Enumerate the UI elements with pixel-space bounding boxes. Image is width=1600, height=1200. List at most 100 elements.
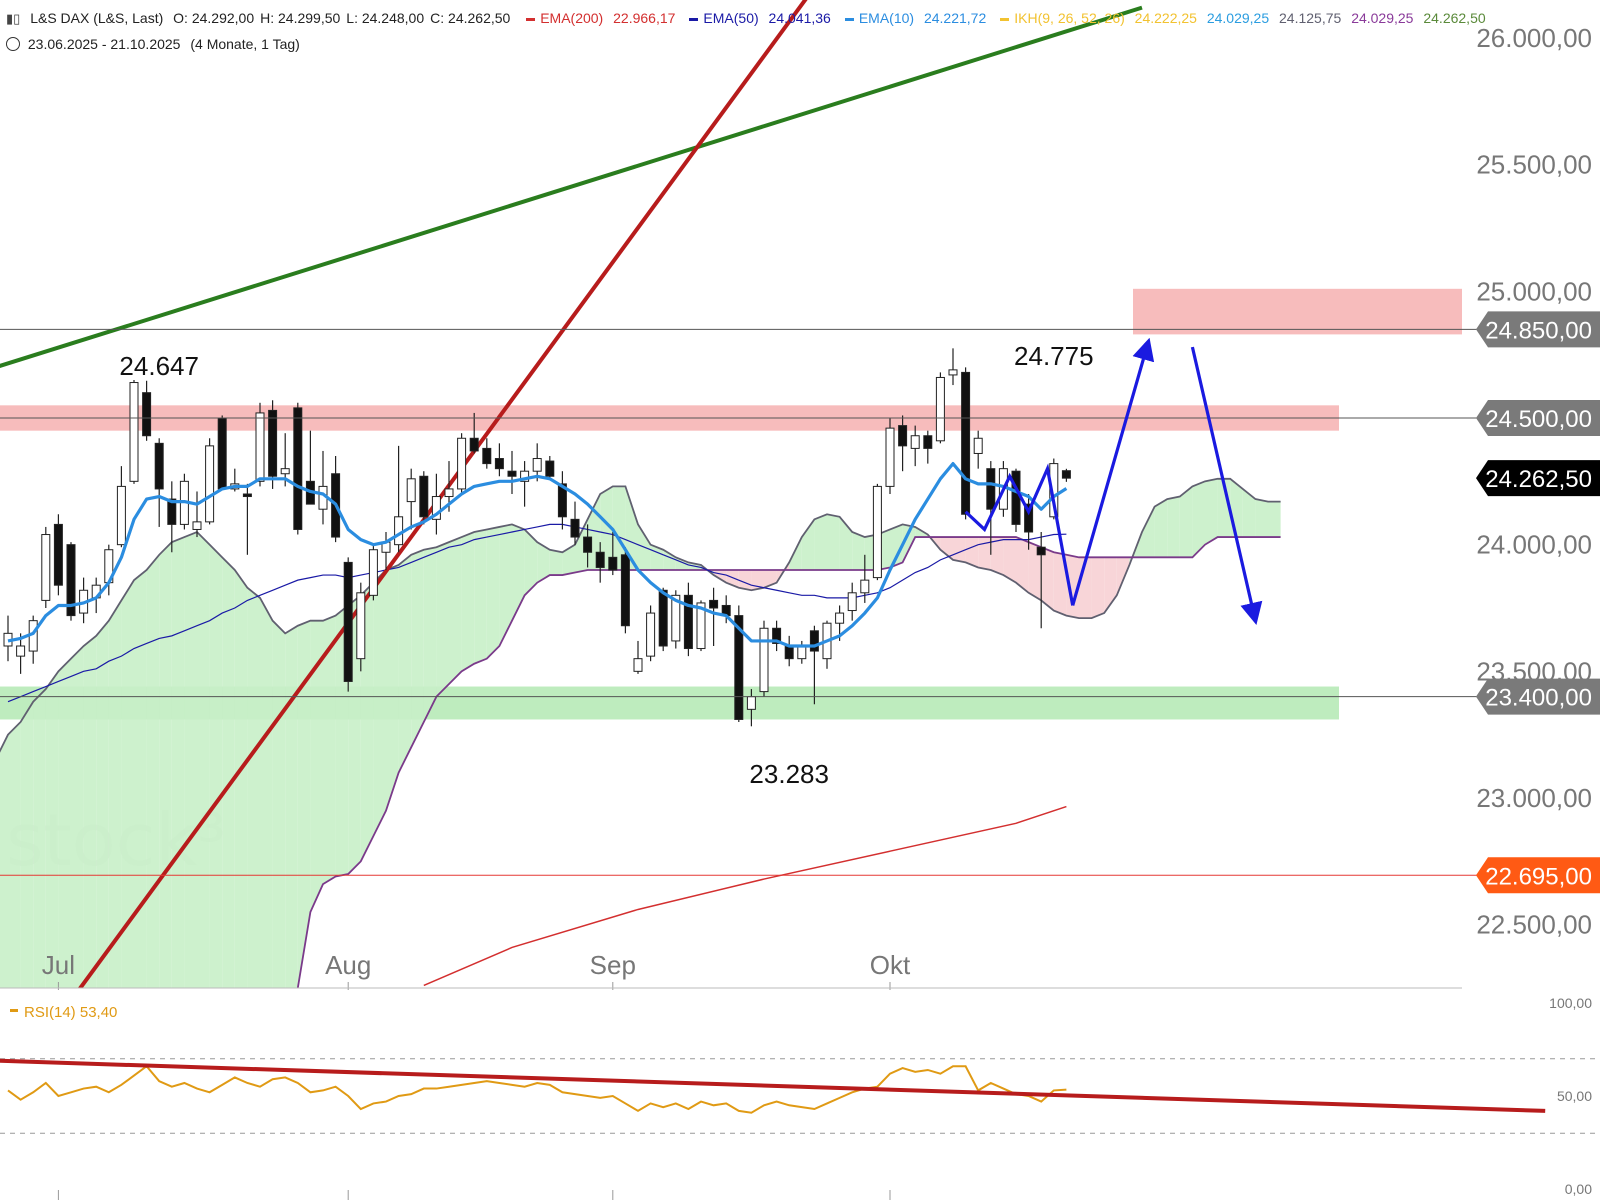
candle [759,620,769,697]
candle [683,582,693,657]
ichimoku-cloud-segment [663,549,676,570]
ichimoku-cloud-segment [575,519,588,573]
candle-body [192,521,202,530]
ichimoku-cloud-segment [8,722,21,988]
candle [205,438,215,525]
candle [961,367,971,520]
ichimoku-cloud-segment [1066,554,1079,619]
ichimoku-cloud-segment [549,549,563,576]
candle-body [142,392,152,437]
y-axis-tick-label: 24.000,00 [1476,530,1592,560]
candle-body [646,612,656,657]
candle-body [545,460,555,477]
candle-body [557,483,567,518]
candle-body [205,445,215,523]
rsi-legend: RSI(14) 53,40 [24,1004,117,1021]
candle [192,491,202,538]
y-axis-tick-label: 22.500,00 [1476,910,1592,940]
candle-body [986,468,996,510]
ichimoku-cloud-segment [297,620,311,988]
header-row-2: 23.06.2025 - 21.10.2025 (4 Monate, 1 Tag… [6,36,306,52]
candle-body [608,556,618,571]
candle-body [217,417,227,490]
candle [986,461,996,555]
ichimoku-cloud-segment [134,570,147,988]
candle-body [746,696,756,710]
period-label: (4 Monate, 1 Tag) [190,36,300,52]
rsi-legend-value: 53,40 [80,1004,118,1021]
ichimoku-cloud-segment [990,537,1004,576]
candle [1036,532,1046,629]
rsi-axis-tick-label: 50,00 [1557,1088,1592,1104]
candle-body [1049,463,1059,518]
ichimoku-cloud-segment [234,570,248,988]
candle-body [935,376,945,442]
price-tag-label: 23.400,00 [1485,685,1592,712]
ichimoku-cloud-segment [600,486,613,570]
candle [343,557,353,692]
instrument-name: L&S DAX (L&S, Last) [30,10,164,26]
candle [482,438,492,469]
ichimoku-cloud-segment [612,486,626,570]
legend-swatch [526,17,536,21]
candle-body [1036,546,1046,556]
ichimoku-cloud-segment [20,701,34,988]
candle-body [66,544,76,617]
ichimoku-cloud-segment [96,620,109,988]
x-axis-month-label: Aug [325,950,371,980]
ema10-line [7,462,1068,648]
ichimoku-cloud-segment [776,562,790,583]
indicator-legend-item[interactable]: EMA(50) 24.041,36 [689,10,836,26]
candle-body [167,498,177,525]
ichimoku-cloud-segment [222,557,235,988]
ichimoku-cloud-segment [839,516,853,570]
candle-body [973,437,983,454]
candle-body [885,427,895,487]
candle-body [620,554,630,627]
ichimoku-cloud-segment [209,544,223,988]
candle-body [835,612,845,624]
candle-body [633,658,643,672]
candle-body [658,589,668,647]
indicator-legend[interactable]: EMA(200) 22.966,17 EMA(50) 24.041,36 EMA(1… [526,10,1497,26]
indicator-legend-item[interactable]: EMA(10) 24.221,72 [844,10,992,26]
candle-body [394,516,404,546]
ichimoku-cloud-segment [272,620,286,988]
ichimoku-cloud-segment [953,537,966,563]
candle-body [898,425,908,447]
candle [822,620,832,669]
price-zone [1133,288,1462,335]
ichimoku-cloud-segment [1154,499,1168,558]
candle-body [910,435,920,449]
candle-body [494,458,504,470]
candle [797,640,807,664]
indicator-value: 22.966,17 [613,10,676,26]
ichimoku-cloud-segment [524,529,538,596]
ichimoku-cloud-segment [940,537,953,560]
ichimoku-cloud-segment [625,486,638,570]
y-axis-tick-label: 26.000,00 [1476,23,1592,53]
candle [658,587,668,652]
legend-swatch [1000,17,1010,21]
ichimoku-cloud-segment [285,625,298,988]
price-tag-label: 24.262,50 [1485,466,1592,493]
ichimoku-cloud-segment [1255,499,1268,538]
candle-body [847,592,857,612]
candle-body [583,536,593,553]
candle-body [507,470,517,477]
candle-body [1024,503,1034,533]
candle [53,514,63,596]
candle-body [293,407,303,530]
ichimoku-cloud-segment [562,544,575,576]
ichimoku-legend-item[interactable]: IKH(9, 26, 52, 26) 24.222,25 24.029,25 2… [1000,10,1491,26]
candle [331,456,341,543]
ohlc-item: C: 24.262,50 [430,10,511,26]
ichimoku-cloud-segment [474,529,487,664]
indicator-legend-item[interactable]: EMA(200) 22.966,17 [526,10,681,26]
ohlc-values: O: 24.292,00 H: 24.299,50 L: 24.248,00 C: 2… [173,10,516,26]
scenario-zigzag-path [964,463,1075,606]
candle-body [532,458,542,472]
ichimoku-cloud-segment [1091,557,1105,619]
candle [457,433,467,494]
